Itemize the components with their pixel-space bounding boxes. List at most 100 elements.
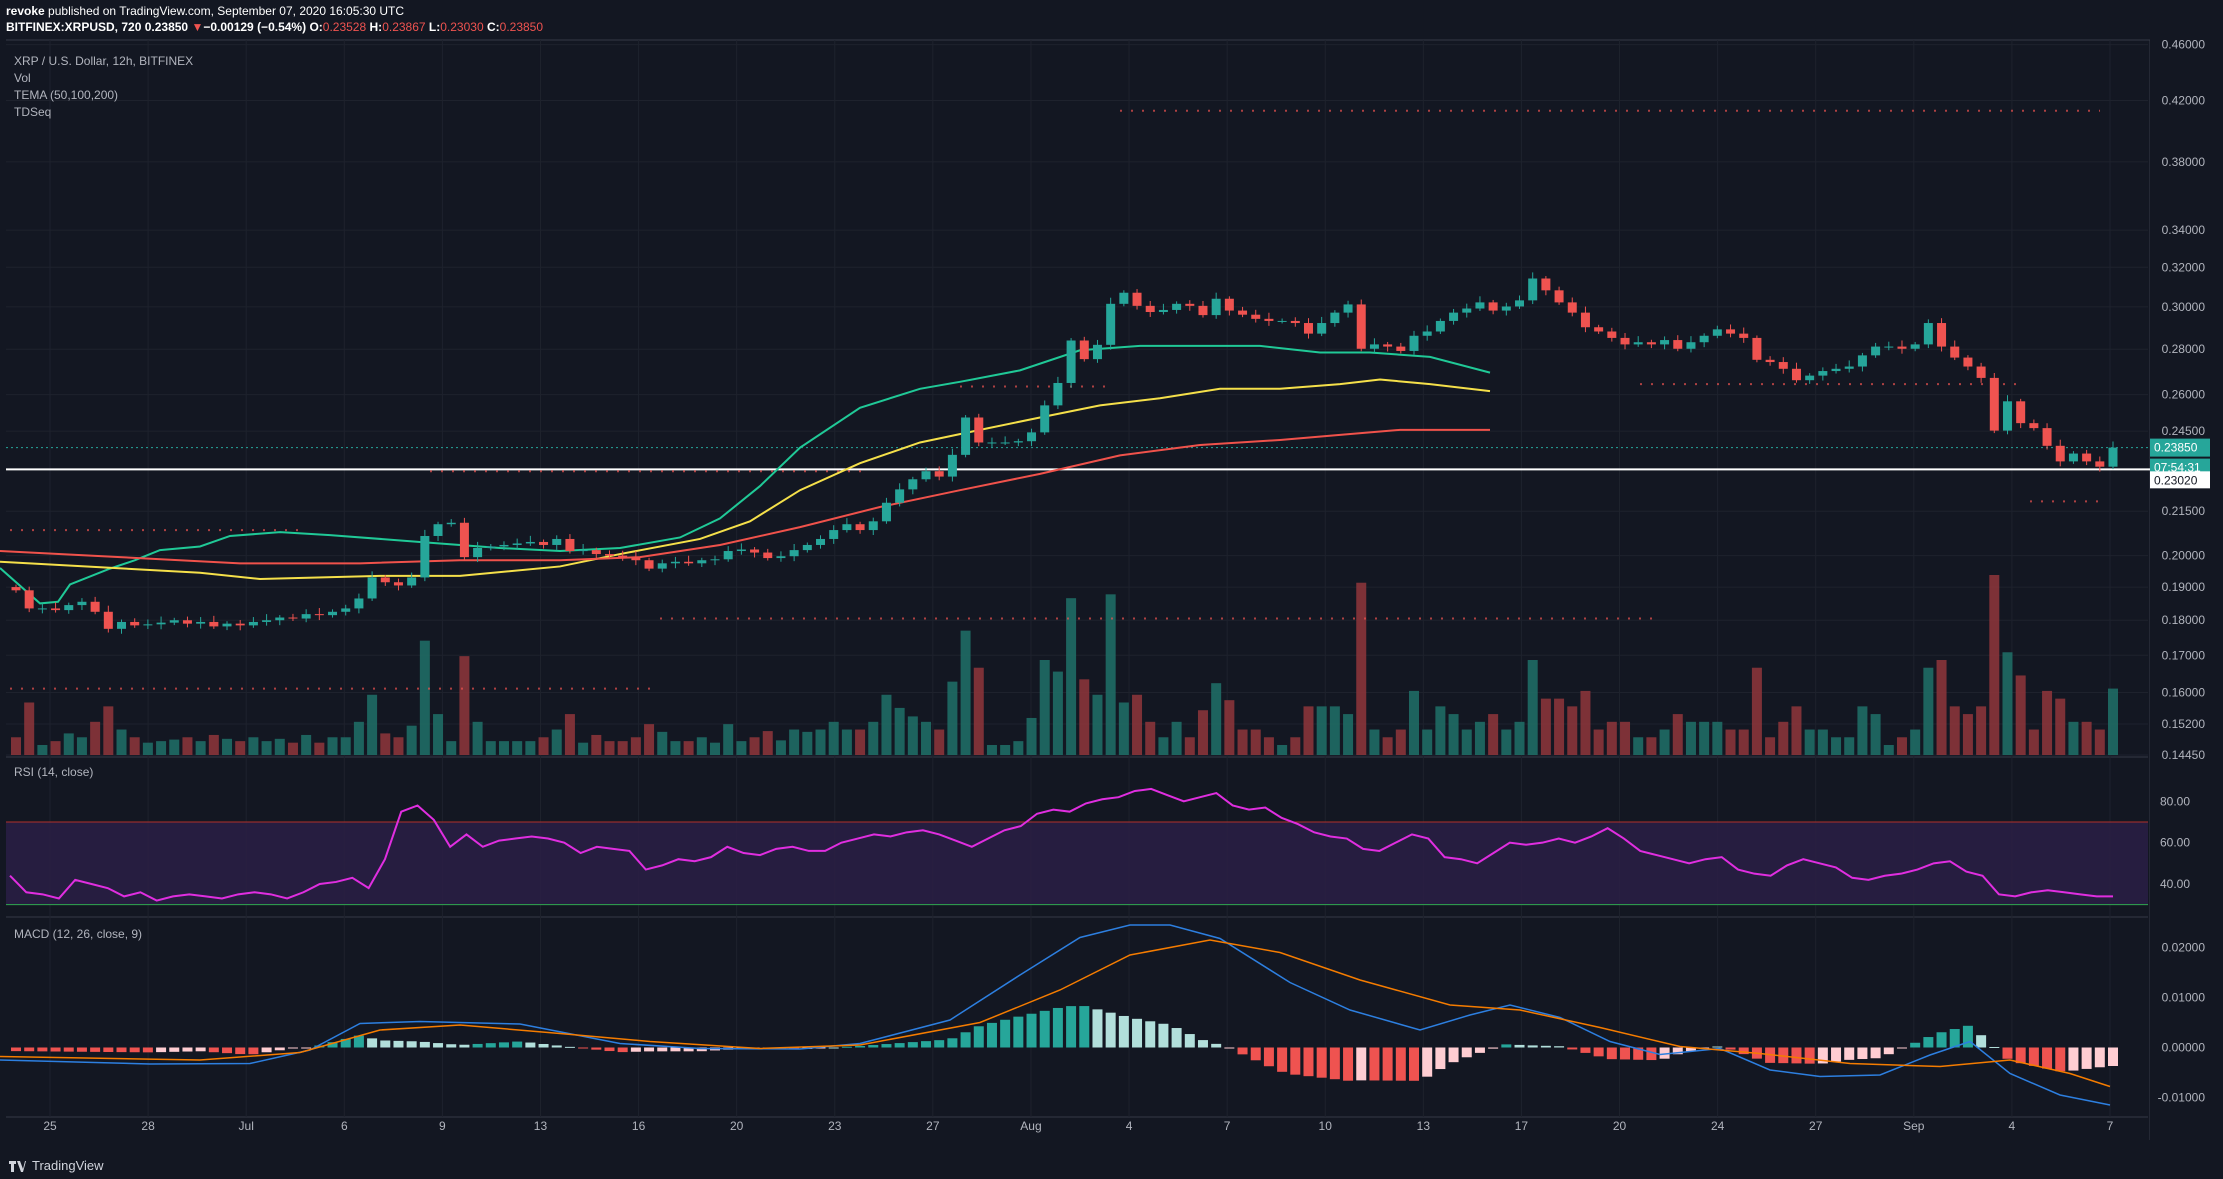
macd-histogram-bar[interactable] [24, 1047, 35, 1052]
candle[interactable] [446, 522, 456, 525]
macd-histogram-bar[interactable] [868, 1045, 879, 1048]
candle[interactable] [11, 587, 21, 591]
volume-bar[interactable] [1685, 721, 1696, 755]
macd-histogram-bar[interactable] [222, 1047, 233, 1054]
macd-histogram-bar[interactable] [235, 1047, 246, 1055]
candle[interactable] [1778, 362, 1788, 369]
volume-bar[interactable] [749, 737, 760, 755]
candle[interactable] [1871, 346, 1881, 356]
candle[interactable] [631, 557, 641, 561]
macd-histogram-bar[interactable] [1844, 1047, 1855, 1060]
volume-bar[interactable] [1778, 721, 1789, 755]
candle[interactable] [1343, 304, 1353, 313]
candle[interactable] [684, 561, 694, 564]
volume-bar[interactable] [301, 734, 312, 755]
volume-bar[interactable] [2015, 675, 2026, 755]
macd-histogram-bar[interactable] [1290, 1047, 1301, 1075]
volume-bar[interactable] [1171, 721, 1182, 755]
candle[interactable] [2082, 453, 2092, 462]
candle[interactable] [895, 489, 905, 503]
volume-bar[interactable] [169, 739, 180, 755]
volume-bar[interactable] [1277, 745, 1288, 755]
macd-histogram-bar[interactable] [367, 1038, 378, 1048]
volume-bar[interactable] [76, 737, 87, 755]
candle[interactable] [459, 522, 469, 558]
candle[interactable] [1106, 303, 1116, 345]
legend-macd[interactable]: MACD (12, 26, close, 9) [14, 927, 143, 941]
candle[interactable] [881, 502, 891, 522]
volume-bar[interactable] [868, 721, 879, 755]
volume-bar[interactable] [1448, 714, 1459, 755]
volume-bar[interactable] [90, 721, 101, 755]
candle[interactable] [222, 623, 232, 627]
macd-histogram-bar[interactable] [1659, 1047, 1670, 1059]
macd-histogram-bar[interactable] [90, 1047, 101, 1052]
volume-bar[interactable] [485, 741, 496, 755]
volume-bar[interactable] [921, 721, 932, 755]
volume-bar[interactable] [142, 742, 153, 755]
volume-bar[interactable] [986, 745, 997, 755]
candle[interactable] [1066, 340, 1076, 383]
volume-bar[interactable] [2028, 729, 2039, 755]
macd-histogram-bar[interactable] [1184, 1034, 1195, 1048]
volume-bar[interactable] [1593, 729, 1604, 755]
candle[interactable] [763, 552, 773, 559]
macd-histogram-bar[interactable] [1382, 1047, 1393, 1081]
volume-bar[interactable] [1751, 667, 1762, 755]
candle[interactable] [868, 521, 878, 531]
volume-bar[interactable] [1606, 721, 1617, 755]
candle[interactable] [1501, 306, 1511, 311]
footer-brand[interactable]: TradingView [8, 1158, 104, 1173]
candle[interactable] [314, 614, 324, 616]
macd-histogram-bar[interactable] [1725, 1047, 1736, 1050]
macd-histogram-bar[interactable] [1514, 1044, 1525, 1048]
macd-histogram-bar[interactable] [538, 1043, 549, 1048]
candle[interactable] [961, 417, 971, 455]
volume-bar[interactable] [538, 737, 549, 755]
macd-histogram-bar[interactable] [525, 1042, 536, 1048]
macd-histogram-bar[interactable] [1277, 1047, 1288, 1072]
volume-bar[interactable] [578, 742, 589, 755]
macd-histogram-bar[interactable] [696, 1047, 707, 1052]
volume-bar[interactable] [815, 729, 826, 755]
tema-line[interactable] [0, 428, 1490, 565]
volume-bar[interactable] [419, 640, 430, 755]
macd-histogram-bar[interactable] [1435, 1047, 1446, 1070]
candle[interactable] [736, 549, 746, 552]
candle[interactable] [1594, 327, 1604, 332]
macd-histogram-bar[interactable] [63, 1047, 74, 1052]
volume-bar[interactable] [11, 737, 21, 755]
candle[interactable] [921, 471, 931, 480]
candle[interactable] [1554, 290, 1564, 303]
volume-bar[interactable] [1817, 729, 1828, 755]
volume-bar[interactable] [195, 741, 206, 755]
candle[interactable] [1752, 337, 1762, 360]
volume-bar[interactable] [1435, 706, 1446, 755]
volume-bar[interactable] [129, 737, 140, 755]
legend-vol[interactable]: Vol [14, 71, 31, 85]
candle[interactable] [1541, 278, 1551, 291]
volume-bar[interactable] [1000, 745, 1011, 755]
candle[interactable] [1963, 357, 1973, 367]
macd-histogram-bar[interactable] [1633, 1047, 1644, 1060]
macd-histogram-bar[interactable] [1580, 1047, 1591, 1053]
macd-histogram-bar[interactable] [1778, 1047, 1789, 1064]
macd-histogram-bar[interactable] [1646, 1047, 1657, 1061]
volume-bar[interactable] [63, 733, 74, 755]
candle[interactable] [24, 590, 34, 609]
volume-bar[interactable] [1844, 737, 1855, 755]
volume-bar[interactable] [617, 741, 628, 755]
candle[interactable] [552, 538, 562, 545]
volume-bar[interactable] [1224, 700, 1235, 755]
candle[interactable] [855, 524, 865, 531]
rsi-line[interactable] [9, 787, 2113, 902]
macd-histogram-bar[interactable] [169, 1047, 180, 1052]
volume-bar[interactable] [604, 741, 615, 755]
macd-histogram-bar[interactable] [960, 1032, 971, 1048]
macd-histogram-bar[interactable] [195, 1047, 206, 1052]
volume-bar[interactable] [1633, 737, 1644, 755]
macd-histogram-bar[interactable] [1263, 1047, 1274, 1067]
macd-histogram-bar[interactable] [393, 1040, 404, 1048]
volume-bar[interactable] [683, 741, 694, 755]
candle[interactable] [1198, 305, 1208, 316]
